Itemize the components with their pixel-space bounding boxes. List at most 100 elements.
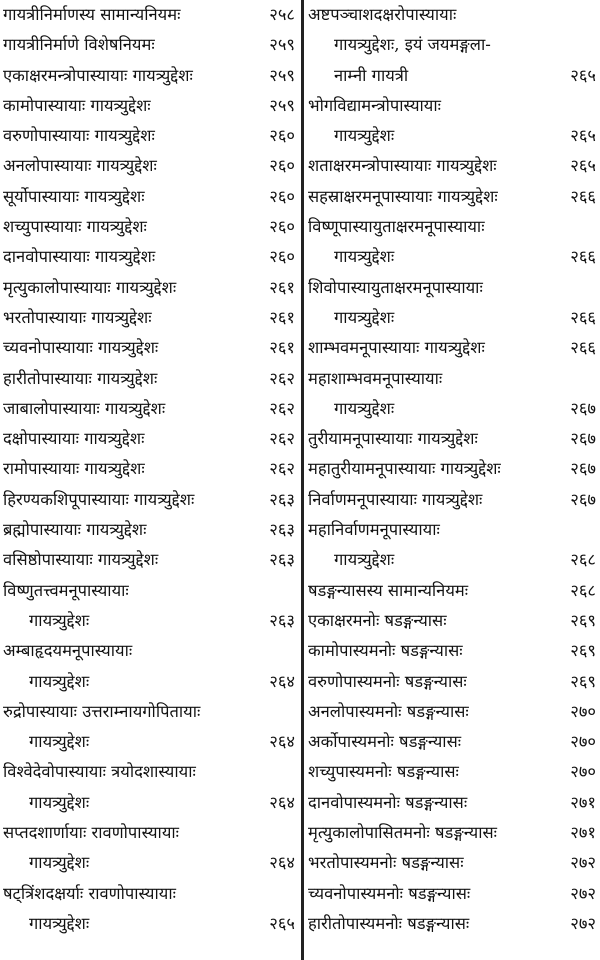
page-number: २६१ <box>269 307 295 327</box>
entry-line: गायत्र्युद्देशः, इयं जयमङ्गला- <box>308 30 598 60</box>
page-number: २६९ <box>570 610 596 630</box>
entry-title: महानिर्वाणमनूपास्यायाः <box>308 520 440 540</box>
index-entry: दानवोपास्यायाः गायत्र्युद्देशः २६० <box>3 242 297 272</box>
entry-title: कामोपास्यमनोः षडङ्गन्यासः <box>308 641 463 661</box>
entry-line: सूर्योपास्यायाः गायत्र्युद्देशः २६० <box>3 182 297 212</box>
page-number: २६० <box>269 126 295 146</box>
index-entry: तुरीयामनूपास्यायाः गायत्र्युद्देशः २६७ <box>308 424 598 454</box>
index-entry: रामोपास्यायाः गायत्र्युद्देशः २६२ <box>3 454 297 484</box>
index-entry: भरतोपास्यमनोः षडङ्गन्यासः २७२ <box>308 848 598 878</box>
entry-title: षट्त्रिंशदक्षर्याः रावणोपास्यायाः <box>3 883 176 903</box>
page-number: २६० <box>269 247 295 267</box>
entry-line: नाम्नी गायत्री २६५ <box>308 61 598 91</box>
entry-title: शच्युपास्यमनोः षडङ्गन्यासः <box>308 762 459 782</box>
index-entry: च्यवनोपास्यमनोः षडङ्गन्यासः २७२ <box>308 879 598 909</box>
entry-title: रामोपास्यायाः गायत्र्युद्देशः <box>3 459 145 479</box>
entry-title: गायत्र्युद्देशः <box>29 610 90 630</box>
index-left-column: गायत्रीनिर्माणस्य सामान्यनियमः २५८ गायत्री… <box>3 0 297 939</box>
entry-line: गायत्रीनिर्माणस्य सामान्यनियमः २५८ <box>3 0 297 30</box>
entry-title: गायत्र्युद्देशः <box>334 126 395 146</box>
page-number: २६३ <box>269 520 295 540</box>
index-entry: महानिर्वाणमनूपास्यायाः गायत्र्युद्देशः २६८ <box>308 515 598 576</box>
index-entry: अनलोपास्यायाः गायत्र्युद्देशः २६० <box>3 151 297 181</box>
entry-line: गायत्र्युद्देशः २६४ <box>3 727 297 757</box>
index-entry: दानवोपास्यमनोः षडङ्गन्यासः २७१ <box>308 788 598 818</box>
entry-title: हारीतोपास्यायाः गायत्र्युद्देशः <box>3 368 158 388</box>
page-number: २६८ <box>570 550 596 570</box>
entry-title: सहस्राक्षरमनूपास्यायाः गायत्र्युद्देशः <box>308 186 498 206</box>
index-entry: सहस्राक्षरमनूपास्यायाः गायत्र्युद्देशः २६… <box>308 182 598 212</box>
entry-line: गायत्र्युद्देशः २६४ <box>3 848 297 878</box>
page-number: २७० <box>570 732 596 752</box>
entry-title: हिरण्यकशिपूपास्यायाः गायत्र्युद्देशः <box>3 489 195 509</box>
entry-title: विष्णुतत्त्वमनूपास्यायाः <box>3 580 129 600</box>
entry-line: गायत्र्युद्देशः २६४ <box>3 788 297 818</box>
entry-title: गायत्र्युद्देशः <box>29 913 90 933</box>
entry-title: सूर्योपास्यायाः गायत्र्युद्देशः <box>3 186 145 206</box>
entry-title: गायत्र्युद्देशः <box>29 671 90 691</box>
entry-title: गायत्र्युद्देशः <box>334 398 395 418</box>
entry-line: एकाक्षरमन्त्रोपास्यायाः गायत्र्युद्देशः २… <box>3 61 297 91</box>
index-entry: कामोपास्यमनोः षडङ्गन्यासः २६९ <box>308 636 598 666</box>
entry-line: महानिर्वाणमनूपास्यायाः <box>308 515 598 545</box>
entry-title: निर्वाणमनूपास्यायाः गायत्र्युद्देशः <box>308 489 483 509</box>
page-number: २६० <box>269 217 295 237</box>
index-entry: भरतोपास्यायाः गायत्र्युद्देशः २६१ <box>3 303 297 333</box>
entry-title: गायत्र्युद्देशः <box>29 853 90 873</box>
page-number: २६० <box>269 186 295 206</box>
page-number: २७२ <box>570 883 596 903</box>
index-entry: विष्णुतत्त्वमनूपास्यायाः गायत्र्युद्देशः २… <box>3 576 297 637</box>
page-number: २७२ <box>570 913 596 933</box>
index-entry: हारीतोपास्यायाः गायत्र्युद्देशः २६२ <box>3 364 297 394</box>
entry-title: गायत्र्युद्देशः <box>334 307 395 327</box>
index-entry: दक्षोपास्यायाः गायत्र्युद्देशः २६२ <box>3 424 297 454</box>
page-number: २६६ <box>570 186 596 206</box>
entry-line: हारीतोपास्यमनोः षडङ्गन्यासः २७२ <box>308 909 598 939</box>
entry-line: विश्वेदेवोपास्यायाः त्रयोदशास्यायाः <box>3 757 297 787</box>
entry-title: एकाक्षरमनोः षडङ्गन्यासः <box>308 610 447 630</box>
entry-line: विष्णूपास्यायुताक्षरमनूपास्यायाः <box>308 212 598 242</box>
entry-line: गायत्र्युद्देशः २६५ <box>3 909 297 939</box>
entry-line: च्यवनोपास्यमनोः षडङ्गन्यासः २७२ <box>308 879 598 909</box>
page-number: २६४ <box>269 853 295 873</box>
index-entry: गायत्रीनिर्माणे विशेषनियमः २५९ <box>3 30 297 60</box>
entry-title: मृत्युकालोपासितमनोः षडङ्गन्यासः <box>308 823 497 843</box>
index-entry: वरुणोपास्यायाः गायत्र्युद्देशः २६० <box>3 121 297 151</box>
page-number: २६८ <box>570 580 596 600</box>
entry-line: निर्वाणमनूपास्यायाः गायत्र्युद्देशः २६७ <box>308 485 598 515</box>
entry-line: शिवोपास्यायुताक्षरमनूपास्यायाः <box>308 273 598 303</box>
entry-line: शाम्भवमनूपास्यायाः गायत्र्युद्देशः २६६ <box>308 333 598 363</box>
index-right-column: अष्टपञ्चाशदक्षरोपास्यायाः गायत्र्युद्देशः… <box>308 0 598 939</box>
entry-line: सहस्राक्षरमनूपास्यायाः गायत्र्युद्देशः २६… <box>308 182 598 212</box>
entry-title: अर्कोपास्यमनोः षडङ्गन्यासः <box>308 732 462 752</box>
index-entry: जाबालोपास्यायाः गायत्र्युद्देशः २६२ <box>3 394 297 424</box>
entry-title: दानवोपास्यायाः गायत्र्युद्देशः <box>3 247 156 267</box>
index-entry: शाम्भवमनूपास्यायाः गायत्र्युद्देशः २६६ <box>308 333 598 363</box>
page-number: २५९ <box>269 65 295 85</box>
entry-title: गायत्रीनिर्माणे विशेषनियमः <box>3 35 155 55</box>
index-entry: गायत्रीनिर्माणस्य सामान्यनियमः २५८ <box>3 0 297 30</box>
index-entry: रुद्रोपास्यायाः उत्तराम्नायगोपितायाः गायत… <box>3 697 297 758</box>
page-number: २६९ <box>570 671 596 691</box>
page-number: २६५ <box>570 126 596 146</box>
entry-title: भोगविद्यामन्त्रोपास्यायाः <box>308 95 441 115</box>
entry-line: भरतोपास्यायाः गायत्र्युद्देशः २६१ <box>3 303 297 333</box>
entry-title: दक्षोपास्यायाः गायत्र्युद्देशः <box>3 429 145 449</box>
index-entry: अष्टपञ्चाशदक्षरोपास्यायाः गायत्र्युद्देशः… <box>308 0 598 91</box>
page-number: २६२ <box>269 398 295 418</box>
index-entry: भोगविद्यामन्त्रोपास्यायाः गायत्र्युद्देशः… <box>308 91 598 152</box>
entry-title: मृत्युकालोपास्यायाः गायत्र्युद्देशः <box>3 277 177 297</box>
page-number: २६६ <box>570 338 596 358</box>
entry-line: कामोपास्यमनोः षडङ्गन्यासः २६९ <box>308 636 598 666</box>
entry-line: षट्त्रिंशदक्षर्याः रावणोपास्यायाः <box>3 879 297 909</box>
entry-title: भरतोपास्यमनोः षडङ्गन्यासः <box>308 853 464 873</box>
entry-title: सप्तदशार्णायाः रावणोपास्यायाः <box>3 823 180 843</box>
index-entry: वसिष्ठोपास्यायाः गायत्र्युद्देशः २६३ <box>3 545 297 575</box>
index-entry: शताक्षरमन्त्रोपास्यायाः गायत्र्युद्देशः २… <box>308 151 598 181</box>
entry-title: ब्रह्मोपास्यायाः गायत्र्युद्देशः <box>3 520 147 540</box>
page-number: २५९ <box>269 95 295 115</box>
page-number: २५८ <box>269 5 295 24</box>
index-entry: मृत्युकालोपास्यायाः गायत्र्युद्देशः २६१ <box>3 273 297 303</box>
entry-title: अष्टपञ्चाशदक्षरोपास्यायाः <box>308 5 457 24</box>
entry-title: अम्बाहृदयमनूपास्यायाः <box>3 641 133 661</box>
